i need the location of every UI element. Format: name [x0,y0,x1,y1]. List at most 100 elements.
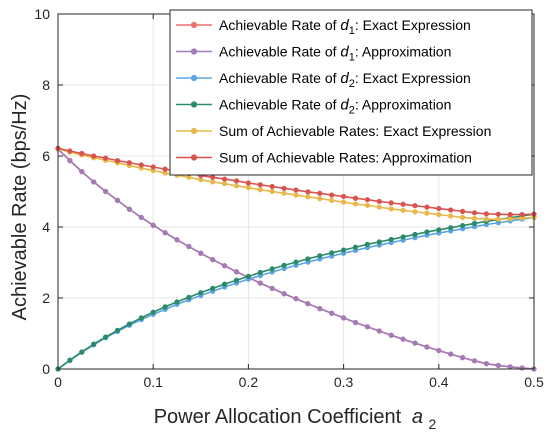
x-axis-label-symbol: a [412,406,423,428]
data-point [198,290,204,296]
legend-label-text: Achievable Rate of [219,97,340,113]
data-point [352,195,359,201]
data-point [79,349,85,355]
data-point [126,321,132,327]
data-point [507,216,513,222]
legend-label-text: Achievable Rate of [219,44,340,60]
y-tick-label: 0 [42,361,50,377]
legend-swatch-marker [190,74,198,82]
data-point [67,357,73,363]
data-point [448,351,454,357]
data-point [174,237,180,243]
legend-label-subscript: 1 [349,25,355,37]
legend-item-4: Achievable Rate of d2: Approximation [176,97,451,117]
data-point [460,222,466,229]
data-point [317,190,323,196]
legend-label-symbol: d [340,17,349,34]
data-point [114,197,121,203]
legend-label-text: Achievable Rate of [219,17,340,33]
y-tick-label: 8 [42,77,50,93]
data-point [162,230,168,236]
data-point [281,185,287,191]
data-point [460,214,466,221]
data-point [424,344,430,350]
data-point [329,192,335,198]
data-point [341,315,347,321]
legend-item-5: Sum of Achievable Rates: Exact Expressio… [176,123,491,139]
data-point [471,215,478,222]
data-point [114,158,121,164]
data-point [400,207,406,213]
data-point [257,269,263,276]
x-tick-label: 0.5 [524,374,544,390]
data-point [233,178,240,184]
data-point [376,328,382,334]
data-point [138,315,144,321]
data-point [424,229,430,235]
data-point [186,243,192,250]
data-point [460,208,466,214]
data-point [126,160,132,166]
data-point [448,225,454,231]
data-point [222,181,228,187]
y-tick-label: 4 [42,219,50,235]
data-point [376,198,382,205]
data-point [257,280,263,286]
legend-label: Achievable Rate of d2: Approximation [219,97,451,117]
data-point [233,183,240,189]
x-tick-label: 0.4 [429,374,449,390]
data-point [245,273,251,279]
data-point [519,365,525,371]
data-point [281,291,287,297]
data-point [67,158,73,164]
data-point [210,179,216,185]
data-point [102,188,109,195]
legend-label-text: Sum of Achievable Rates: Approximation [219,150,472,166]
data-point [245,180,251,186]
data-point [126,206,132,212]
data-point [412,231,418,238]
data-point [412,340,418,346]
data-point [102,155,109,161]
data-point [388,332,394,338]
data-point [245,184,251,191]
legend-label-suffix: : Approximation [355,44,452,60]
legend-item-3: Achievable Rate of d2: Exact Expression [176,70,471,90]
y-tick-label: 2 [42,290,50,306]
data-point [317,306,323,312]
data-point [329,197,335,203]
legend-label-suffix: : Approximation [355,97,452,113]
data-point [114,327,121,333]
data-point [174,299,180,305]
data-point [305,301,311,307]
data-point [269,266,275,272]
legend-label-subscript: 1 [349,52,355,64]
data-point [483,361,490,367]
data-point [507,364,513,370]
x-tick-label: 0.1 [143,374,163,390]
data-point [102,334,109,340]
data-point [507,211,513,218]
y-axis-label: Achievable Rate (bps/Hz) [9,94,31,321]
data-point [341,199,347,205]
legend-label: Achievable Rate of d1: Exact Expression [219,17,471,37]
data-point [388,236,394,243]
data-point [436,211,442,218]
data-point [210,257,216,263]
legend-swatch-marker [190,21,198,29]
data-point [424,204,430,210]
data-point [519,211,525,218]
data-point [317,196,323,202]
legend-box [169,9,533,176]
data-point [329,250,335,256]
data-point [329,310,335,316]
data-point [436,347,442,354]
data-point [400,201,406,207]
legend-swatch-marker [190,127,198,135]
data-point [305,189,311,195]
series-4 [55,211,537,372]
data-point [471,358,478,364]
data-point [79,169,85,175]
legend-swatch-marker [190,154,198,161]
legend-label-text: Achievable Rate of [219,70,340,86]
